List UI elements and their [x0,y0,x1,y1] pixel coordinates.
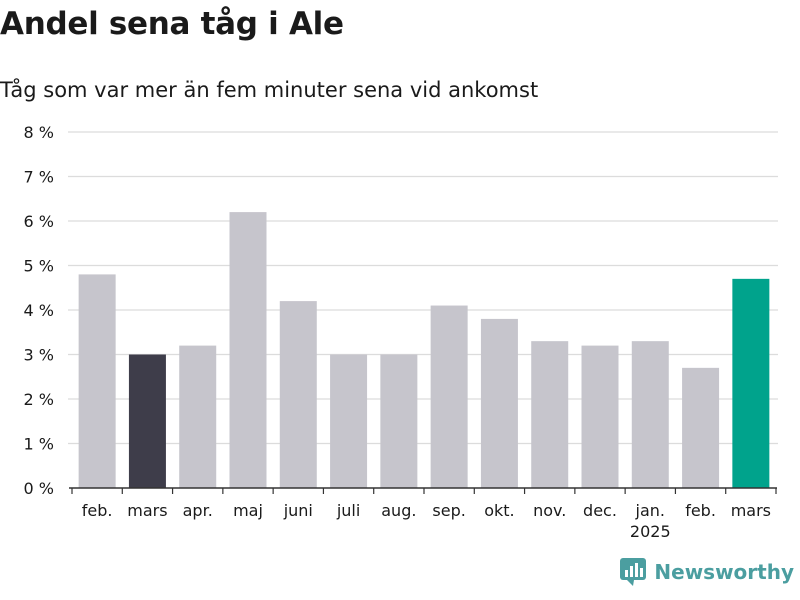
newsworthy-icon [620,558,647,586]
bar [330,354,368,488]
y-tick-label: 4 % [24,301,54,320]
brand-name: Newsworthy [654,560,794,584]
y-tick-label: 1 % [24,435,54,454]
y-tick-label: 6 % [24,212,54,231]
bar-chart: 0 % 1 % 2 % 3 % 4 % 5 % 6 % 7 % 8 % feb. mars apr. m… [24,123,778,541]
bar [732,278,770,488]
x-tick-label: mars [731,501,771,520]
x-tick-label: mars [127,501,167,520]
x-tick-label: nov. [533,501,566,520]
y-tick-label: 5 % [24,257,54,276]
x-tick-label: juli [336,501,360,520]
bar [480,318,518,488]
x-tick-label: juni [283,501,313,520]
bar [631,341,669,488]
x-tick-label: sep. [432,501,465,520]
x-tick-label: maj [233,501,263,520]
chart-title: Andel sena tåg i Ale [0,6,344,42]
bar [682,367,720,488]
x-tick-label: feb. [685,501,716,520]
x-tick-label: dec. [583,501,617,520]
bar [179,345,217,488]
x-tick-label: jan. [635,501,665,520]
bar [380,354,418,488]
newsworthy-logo: Newsworthy [620,558,794,586]
bar [229,212,267,488]
y-tick-label: 0 % [24,479,54,498]
y-tick-label: 3 % [24,346,54,365]
bar [581,345,619,488]
x-tick-label: feb. [82,501,113,520]
bar [279,301,317,488]
bar [430,305,468,488]
x-tick-label: apr. [183,501,213,520]
y-tick-label: 2 % [24,390,54,409]
chart-subtitle: Tåg som var mer än fem minuter sena vid … [0,78,539,102]
x-tick-label: okt. [484,501,514,520]
x-tick-sublabel: 2025 [630,522,671,541]
x-tick-label: aug. [381,501,416,520]
y-tick-label: 7 % [24,168,54,187]
bar [531,341,569,488]
bar [78,274,116,488]
y-tick-label: 8 % [24,123,54,142]
bar [128,354,166,488]
